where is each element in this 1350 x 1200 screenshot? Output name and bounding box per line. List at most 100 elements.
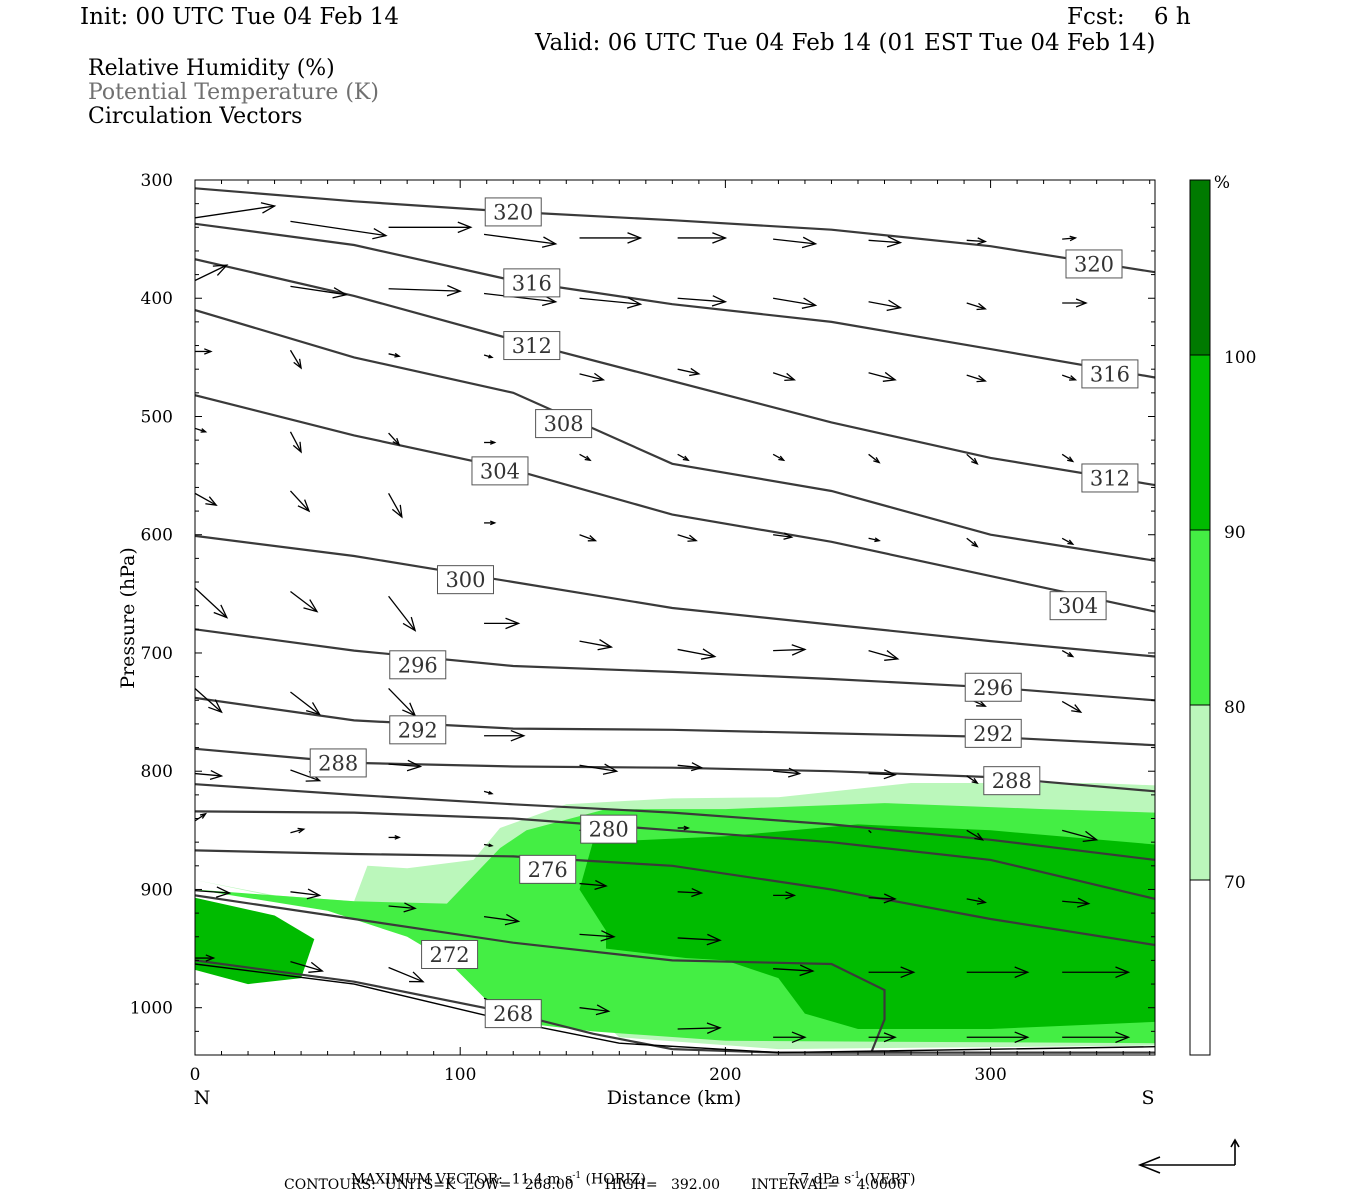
vector-shaft: [1062, 237, 1076, 240]
contour-label-box: [535, 409, 593, 439]
vector-head: [332, 287, 348, 299]
circulation-vector: [388, 284, 462, 297]
vector-head: [791, 644, 807, 656]
circulation-vector: [773, 964, 815, 977]
vector-shaft: [579, 373, 604, 381]
vector-shaft: [966, 239, 986, 243]
vector-shaft: [388, 288, 461, 292]
contour-label-box: [1081, 463, 1139, 493]
vector-head: [205, 954, 216, 962]
circulation-vector: [1061, 700, 1083, 713]
contour-label-296: 296: [389, 650, 447, 680]
vector-shaft: [290, 285, 347, 296]
circulation-vector: [388, 493, 403, 519]
vector-shaft: [868, 453, 880, 464]
contour-label-text: 320: [1074, 252, 1114, 276]
circulation-vector: [195, 348, 213, 355]
circulation-vector: [483, 913, 521, 926]
circulation-vector: [773, 891, 797, 900]
circulation-vector: [677, 367, 701, 377]
contour-label-280: 280: [580, 814, 638, 844]
vector-shaft: [195, 772, 222, 777]
vector-shaft: [579, 534, 596, 542]
contour-label-312: 312: [1081, 463, 1139, 493]
vector-shaft: [388, 687, 416, 717]
colorbar-label: 90: [1224, 523, 1246, 543]
vector-head: [783, 532, 794, 540]
vector-head: [372, 227, 388, 240]
contour-label-box: [471, 456, 529, 486]
circulation-vector: [388, 432, 401, 447]
circulation-vector: [579, 1004, 611, 1016]
vector-shaft: [868, 372, 896, 381]
vector-shaft: [868, 537, 880, 542]
vector-shaft: [579, 1007, 609, 1012]
vector-head: [883, 893, 897, 904]
max-vector-vert: 7.7 dPa s: [786, 1171, 852, 1188]
vector-head: [402, 616, 417, 632]
vector-shaft: [579, 453, 591, 461]
vector-head: [976, 302, 987, 311]
vector-head: [1077, 897, 1091, 908]
vector-head: [1067, 456, 1075, 463]
circulation-vector: [290, 888, 322, 900]
vector-head: [971, 777, 979, 785]
vector-shaft: [1062, 900, 1089, 905]
circulation-vector: [868, 1032, 897, 1043]
vector-shaft: [966, 898, 986, 904]
vector-head: [392, 437, 401, 447]
vector-head: [687, 534, 698, 542]
vector-shaft: [195, 587, 228, 618]
circulation-vector: [773, 1031, 807, 1044]
circulation-vector: [966, 453, 979, 465]
vector-head: [260, 202, 277, 214]
vector-head: [976, 897, 987, 905]
vector-shaft: [290, 891, 320, 897]
circulation-vector: [868, 371, 897, 382]
y-tick-label: 300: [141, 171, 173, 191]
x-end-label-left: N: [194, 1087, 211, 1109]
max-vector-horiz-suffix: (HORIZ): [581, 1171, 646, 1188]
vector-head: [489, 440, 497, 445]
circulation-vector: [966, 966, 1030, 979]
colorbar-frame: [1189, 179, 1211, 1056]
contour-label-292: 292: [964, 718, 1022, 748]
theta-contour-272: [195, 894, 886, 1054]
circulation-vector: [677, 1022, 722, 1034]
vector-shaft: [388, 432, 400, 446]
vector-shaft: [677, 891, 702, 894]
vector-head: [592, 372, 606, 382]
circulation-vector: [195, 769, 224, 781]
vector-head: [409, 971, 425, 983]
x-tick-label: 0: [190, 1065, 201, 1085]
vector-head: [1067, 539, 1075, 546]
vector-head: [900, 966, 916, 979]
contour-label-288: 288: [983, 766, 1041, 796]
vector-shaft: [868, 649, 898, 660]
vector-head: [587, 535, 598, 542]
vector-head: [1067, 651, 1075, 658]
vector-head: [199, 812, 208, 819]
contour-label-text: 312: [512, 334, 552, 358]
circulation-vector: [868, 537, 881, 543]
vector-head: [308, 961, 324, 973]
terrain-line: [195, 963, 1155, 1054]
vector-head: [801, 236, 818, 249]
vector-head: [1115, 1031, 1131, 1044]
vector-shaft: [483, 233, 556, 245]
circulation-vector: [195, 687, 223, 714]
circulation-vector: [388, 687, 417, 717]
circulation-vectors: [195, 202, 1131, 1044]
vector-shaft: [677, 1027, 721, 1030]
circulation-vector: [483, 790, 494, 795]
contour-label-text: 296: [398, 653, 438, 677]
rh-colorbar: % 100 90 80 70: [1189, 173, 1256, 1056]
circulation-vector: [677, 534, 698, 542]
x-tick-label: 100: [444, 1065, 476, 1085]
circulation-vector: [195, 492, 218, 507]
y-axis-label: Pressure (hPa): [117, 547, 139, 689]
vector-head: [215, 886, 232, 898]
vector-head: [1069, 375, 1078, 381]
vector-head: [784, 372, 796, 382]
